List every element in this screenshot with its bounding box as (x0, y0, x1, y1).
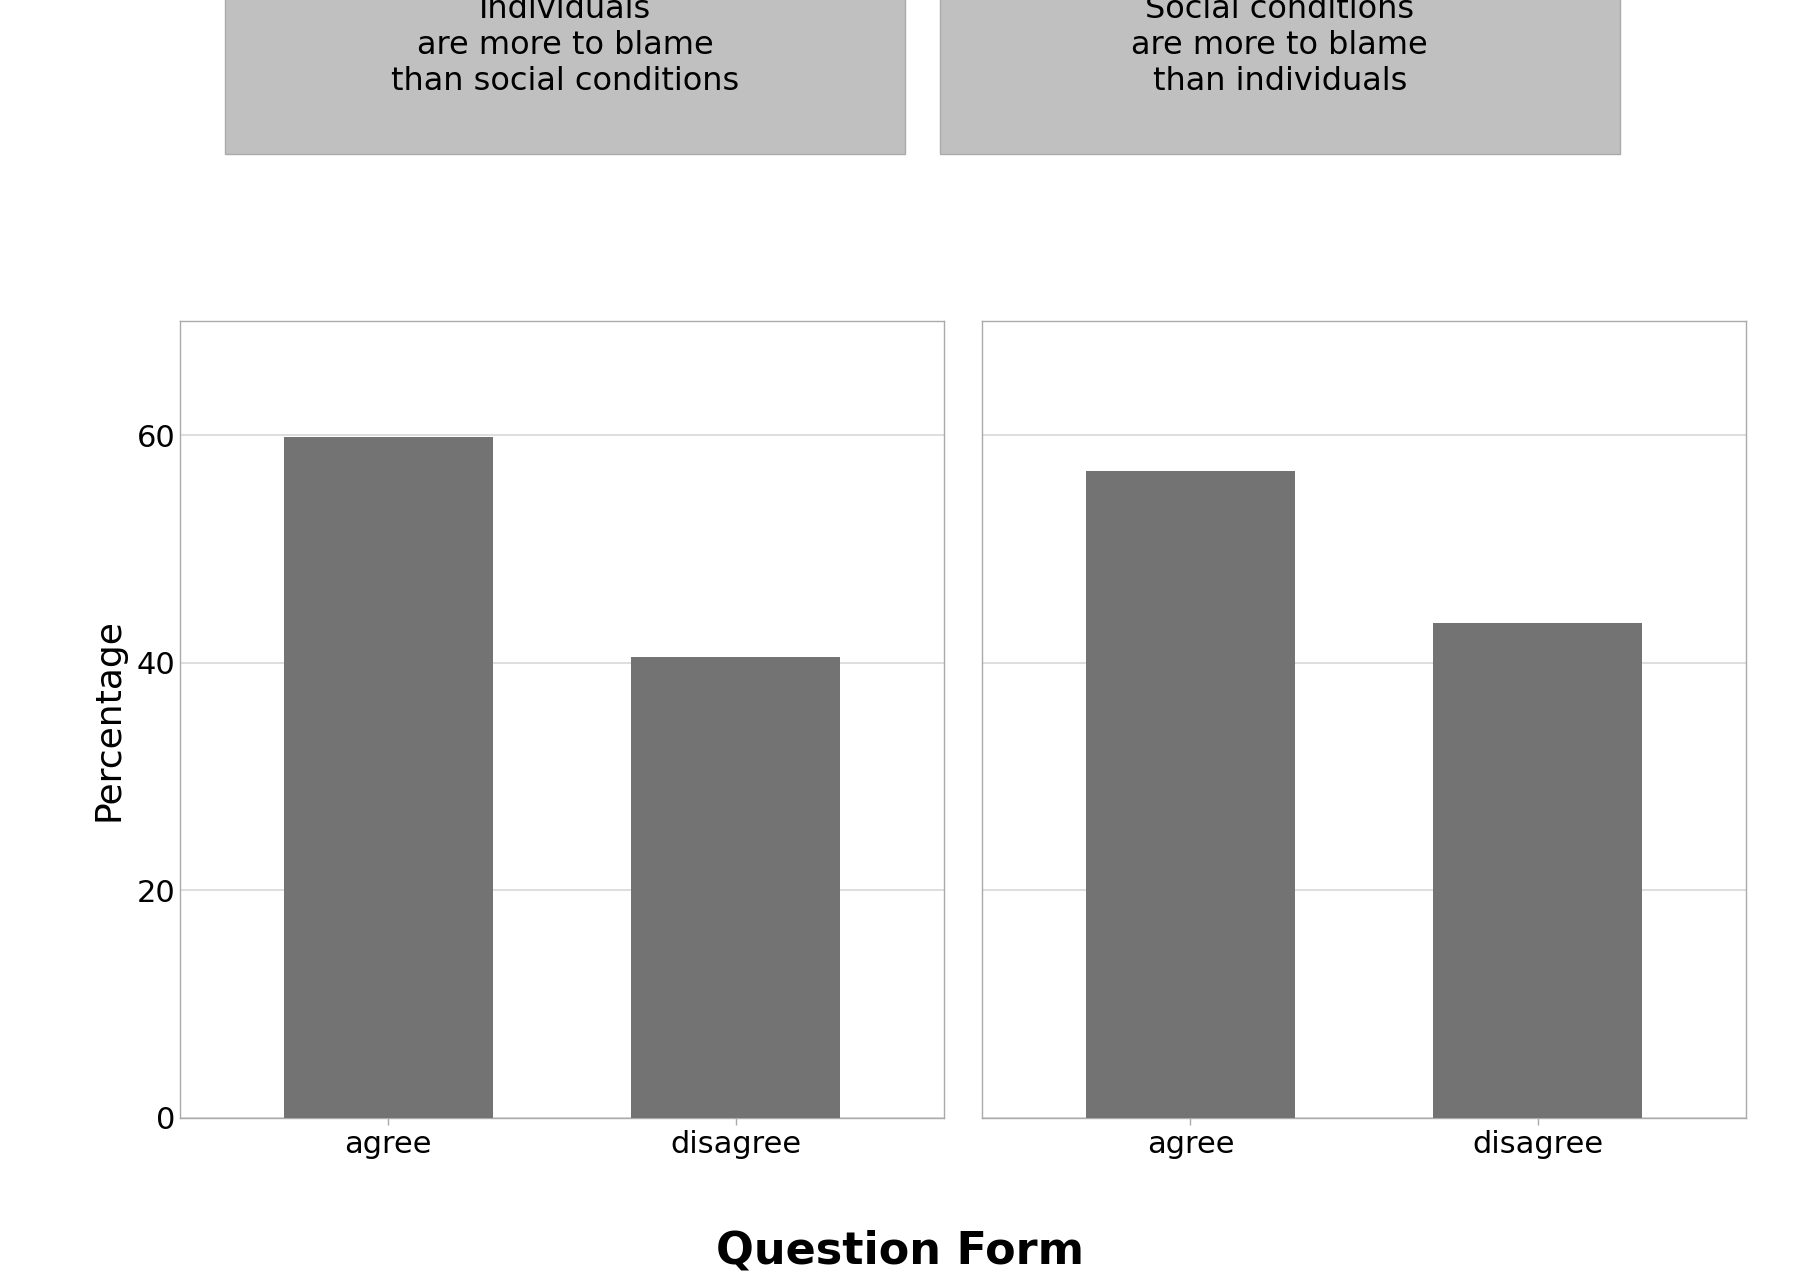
Text: Question Form: Question Form (716, 1230, 1084, 1272)
Y-axis label: Percentage: Percentage (92, 618, 126, 821)
Text: Individuals
are more to blame
than social conditions: Individuals are more to blame than socia… (391, 0, 740, 96)
Bar (1433, 623, 1642, 1118)
Bar (284, 437, 493, 1118)
Bar (1085, 472, 1294, 1118)
Text: Social conditions
are more to blame
than individuals: Social conditions are more to blame than… (1132, 0, 1427, 96)
Bar (632, 657, 841, 1118)
